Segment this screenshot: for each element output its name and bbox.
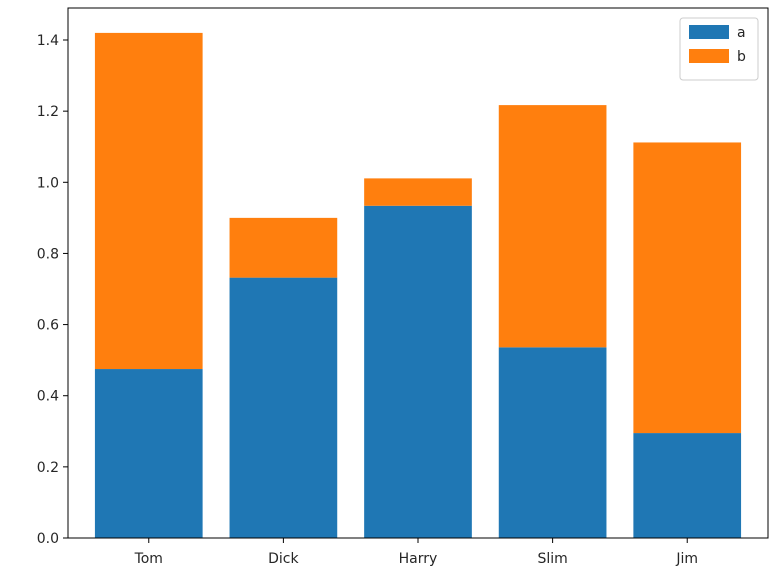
y-tick-label: 1.0 xyxy=(37,175,59,191)
legend-label-b: b xyxy=(737,49,746,65)
x-tick-label-slim: Slim xyxy=(537,551,567,567)
x-tick-label-tom: Tom xyxy=(134,551,163,567)
bar-a-jim xyxy=(633,433,742,538)
y-tick-label: 1.2 xyxy=(37,104,59,120)
legend-swatch-b xyxy=(689,49,729,63)
bar-b-jim xyxy=(633,142,742,434)
bar-a-slim xyxy=(498,347,607,538)
plot-area: 0.0 0.2 0.4 0.6 0.8 1.0 1.2 1.4 Tom Dick Harry Sli… xyxy=(37,7,769,567)
x-tick-label-dick: Dick xyxy=(268,551,299,567)
y-tick-label: 0.2 xyxy=(37,460,59,476)
legend: ab xyxy=(679,17,759,81)
bar-a-harry xyxy=(364,205,472,538)
bar-b-dick xyxy=(229,217,338,278)
legend-swatch-a xyxy=(689,25,729,39)
x-axis: Tom Dick Harry Slim Jim xyxy=(134,538,698,567)
y-axis: 0.0 0.2 0.4 0.6 0.8 1.0 1.2 1.4 xyxy=(37,33,68,547)
x-tick-label-jim: Jim xyxy=(675,551,698,567)
bar-b-tom xyxy=(94,32,203,370)
y-tick-label: 0.0 xyxy=(37,531,59,547)
bar-b-slim xyxy=(498,105,607,348)
bar-a-dick xyxy=(229,277,338,538)
y-tick-label: 0.6 xyxy=(37,318,59,334)
bar-a-tom xyxy=(94,369,203,538)
y-tick-label: 0.8 xyxy=(37,246,59,262)
bar-b-harry xyxy=(364,178,472,206)
legend-label-a: a xyxy=(737,25,746,41)
bars-layer xyxy=(94,32,742,538)
y-tick-label: 0.4 xyxy=(37,389,59,405)
y-tick-label: 1.4 xyxy=(37,33,59,49)
x-tick-label-harry: Harry xyxy=(399,551,438,567)
